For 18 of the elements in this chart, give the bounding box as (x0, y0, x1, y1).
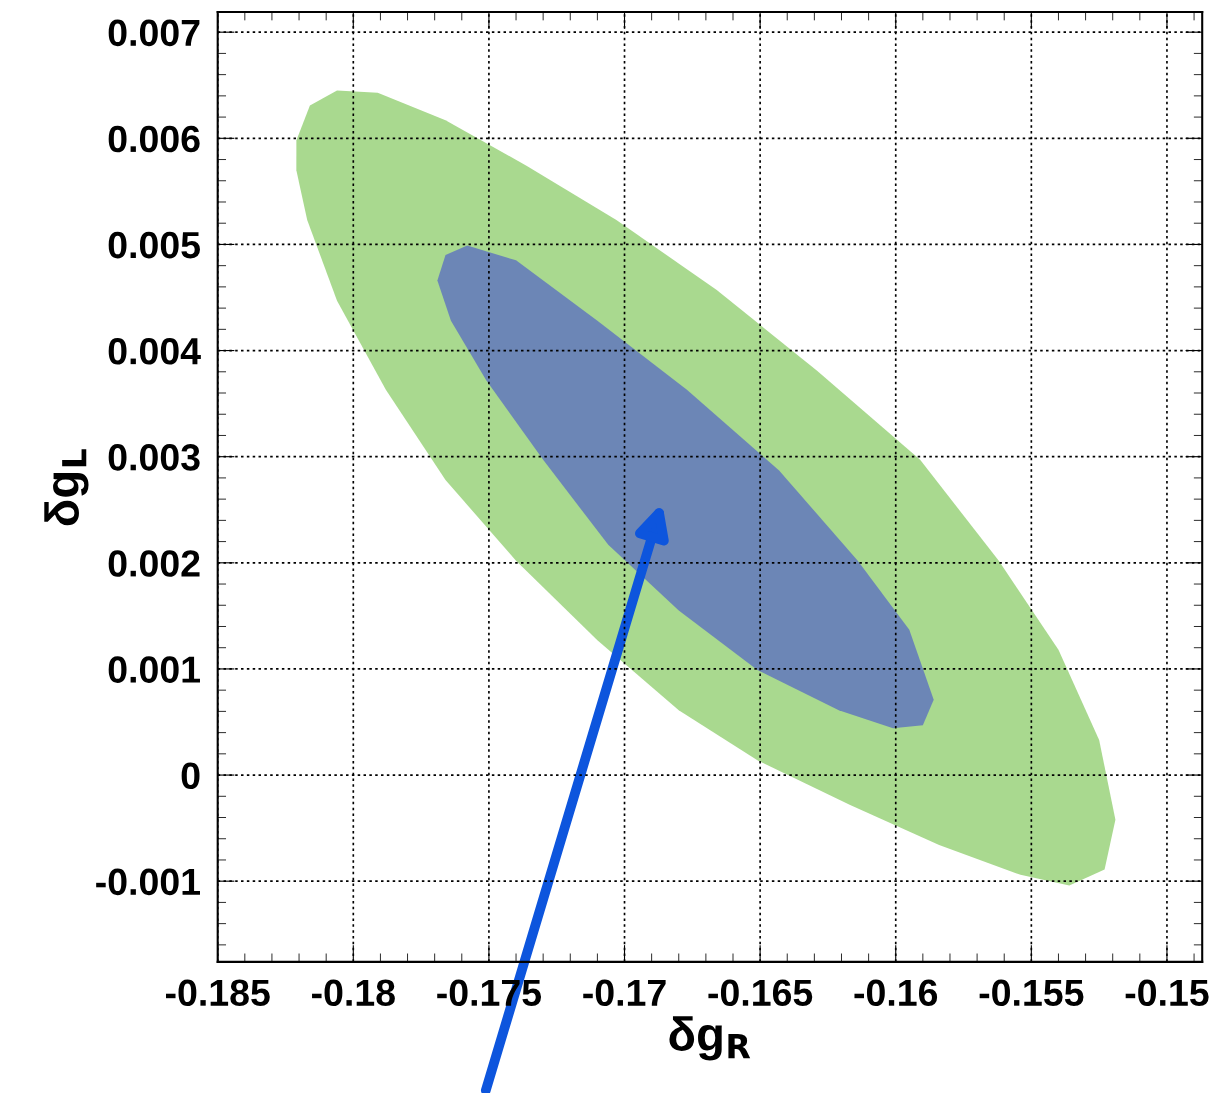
y-tick-label: -0.001 (96, 868, 200, 896)
y-tick-label: 0.002 (108, 550, 200, 577)
y-tick-label: 0.003 (108, 444, 200, 471)
x-tick-label: -0.165 (708, 979, 813, 1007)
x-tick-label: -0.16 (854, 979, 938, 1007)
y-tick-label: 0.004 (108, 337, 201, 365)
y-axis-title: δg$_{L}$ (44, 449, 89, 526)
y-tick-label: 0.005 (108, 231, 200, 259)
y-tick-label: 0.007 (108, 19, 200, 47)
y-tick-label: 0.006 (108, 125, 200, 153)
x-tick-label: -0.155 (979, 979, 1084, 1007)
y-tick-label: 0 (181, 762, 200, 790)
x-tick-label: -0.17 (583, 979, 666, 1007)
x-tick-label: -0.18 (312, 979, 395, 1007)
y-tick-label: 0.001 (108, 656, 200, 683)
x-tick-label: -0.15 (1125, 979, 1209, 1007)
x-tick-label: -0.185 (166, 979, 270, 1007)
x-axis-title: δg$_{R}$ (669, 1016, 751, 1061)
